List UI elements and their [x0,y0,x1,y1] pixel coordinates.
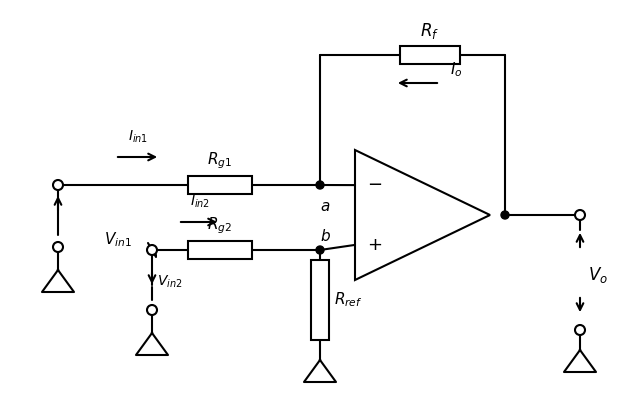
Text: +: + [367,236,382,254]
Text: $I_o$: $I_o$ [450,60,463,79]
Text: b: b [320,229,330,244]
Circle shape [53,242,63,252]
Circle shape [575,325,585,335]
Circle shape [147,245,157,255]
Circle shape [575,210,585,220]
Text: −: − [367,176,382,194]
Text: $R_{g2}$: $R_{g2}$ [207,215,232,236]
Text: $I_{in1}$: $I_{in1}$ [128,129,148,145]
Text: $V_{in2}$: $V_{in2}$ [157,274,182,290]
Text: $V_o$: $V_o$ [588,265,608,285]
Circle shape [501,211,509,219]
Bar [311,260,329,340]
Text: $I_{in2}$: $I_{in2}$ [190,194,210,210]
Text: $R_f$: $R_f$ [420,21,440,41]
Text: $R_{ref}$: $R_{ref}$ [334,291,363,309]
Text: $V_{in1}$: $V_{in1}$ [104,231,132,250]
Text: a: a [320,199,330,214]
Bar [188,176,252,194]
Circle shape [316,246,324,254]
Bar [400,46,460,64]
Bar [188,241,252,259]
Circle shape [147,305,157,315]
Circle shape [316,181,324,189]
Text: $R_{g1}$: $R_{g1}$ [207,150,232,171]
Circle shape [53,180,63,190]
